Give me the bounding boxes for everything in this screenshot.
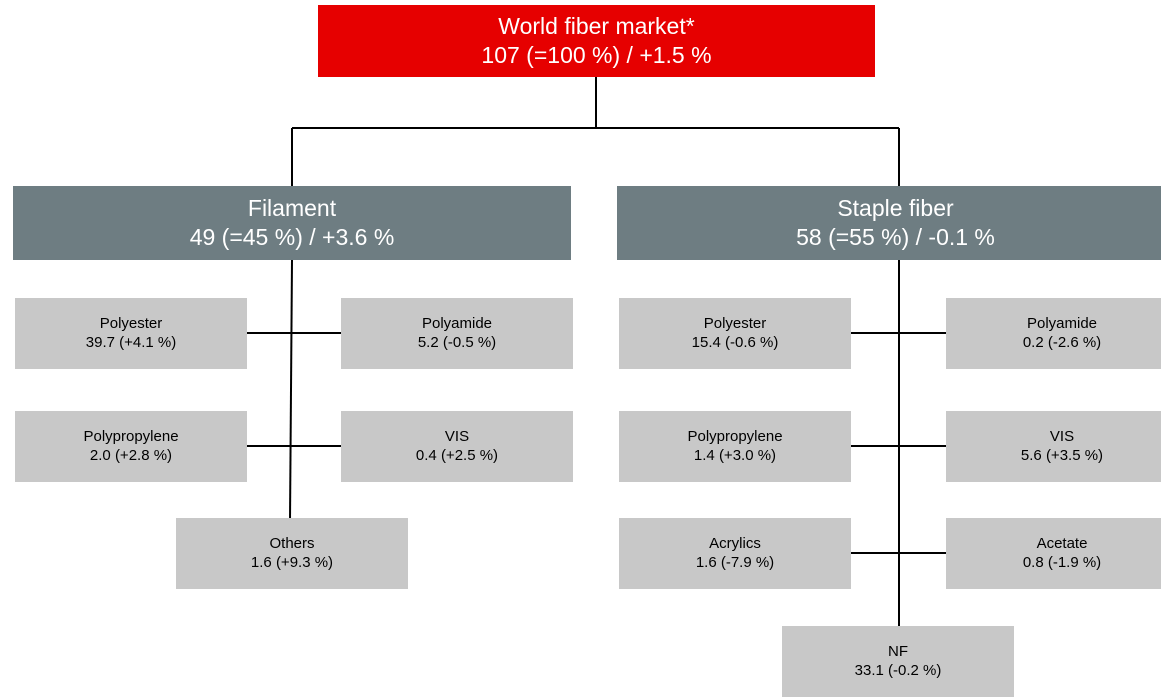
leaf-name: Acrylics — [709, 534, 761, 552]
filament-trunk — [289, 259, 293, 521]
leaf-value: 39.7 (+4.1 %) — [85, 333, 177, 351]
leaf-name: Polyamide — [421, 314, 493, 332]
leaf-name: Others — [269, 534, 315, 552]
staple-acetate: Acetate 0.8 (-1.9 %) — [946, 518, 1161, 589]
leaf-name: Polypropylene — [687, 427, 783, 445]
leaf-value: 33.1 (-0.2 %) — [854, 661, 942, 679]
leaf-value: 0.2 (-2.6 %) — [1022, 333, 1102, 351]
leaf-value: 5.6 (+3.5 %) — [1020, 446, 1104, 464]
staple-polyester: Polyester 15.4 (-0.6 %) — [619, 298, 851, 369]
leaf-name: Polyester — [703, 314, 767, 332]
root-title: World fiber market* — [498, 13, 695, 40]
filament-value: 49 (=45 %) / +3.6 % — [189, 224, 395, 250]
filament-polypropylene: Polypropylene 2.0 (+2.8 %) — [15, 411, 247, 482]
staple-polyamide: Polyamide 0.2 (-2.6 %) — [946, 298, 1161, 369]
leaf-name: VIS — [444, 427, 470, 445]
root-value: 107 (=100 %) / +1.5 % — [481, 42, 712, 68]
filament-polyester: Polyester 39.7 (+4.1 %) — [15, 298, 247, 369]
leaf-name: Acetate — [1036, 534, 1088, 552]
staple-acrylics: Acrylics 1.6 (-7.9 %) — [619, 518, 851, 589]
root-world-fiber-market: World fiber market* 107 (=100 %) / +1.5 … — [318, 5, 875, 77]
leaf-name: Polyester — [99, 314, 163, 332]
leaf-name: VIS — [1049, 427, 1075, 445]
leaf-name: Polypropylene — [83, 427, 179, 445]
category-filament: Filament 49 (=45 %) / +3.6 % — [13, 186, 571, 260]
category-staple-fiber: Staple fiber 58 (=55 %) / -0.1 % — [617, 186, 1161, 260]
staple-title: Staple fiber — [837, 195, 954, 222]
filament-vis: VIS 0.4 (+2.5 %) — [341, 411, 573, 482]
leaf-value: 0.8 (-1.9 %) — [1022, 553, 1102, 571]
leaf-value: 5.2 (-0.5 %) — [417, 333, 497, 351]
leaf-value: 1.4 (+3.0 %) — [693, 446, 777, 464]
leaf-value: 0.4 (+2.5 %) — [415, 446, 499, 464]
leaf-value: 1.6 (+9.3 %) — [250, 553, 334, 571]
staple-polypropylene: Polypropylene 1.4 (+3.0 %) — [619, 411, 851, 482]
leaf-value: 2.0 (+2.8 %) — [89, 446, 173, 464]
filament-polyamide: Polyamide 5.2 (-0.5 %) — [341, 298, 573, 369]
staple-vis: VIS 5.6 (+3.5 %) — [946, 411, 1161, 482]
staple-value: 58 (=55 %) / -0.1 % — [796, 224, 995, 250]
leaf-value: 1.6 (-7.9 %) — [695, 553, 775, 571]
leaf-name: Polyamide — [1026, 314, 1098, 332]
staple-nf: NF 33.1 (-0.2 %) — [782, 626, 1014, 697]
filament-title: Filament — [247, 195, 337, 222]
filament-others: Others 1.6 (+9.3 %) — [176, 518, 408, 589]
leaf-value: 15.4 (-0.6 %) — [691, 333, 779, 351]
leaf-name: NF — [888, 642, 908, 660]
